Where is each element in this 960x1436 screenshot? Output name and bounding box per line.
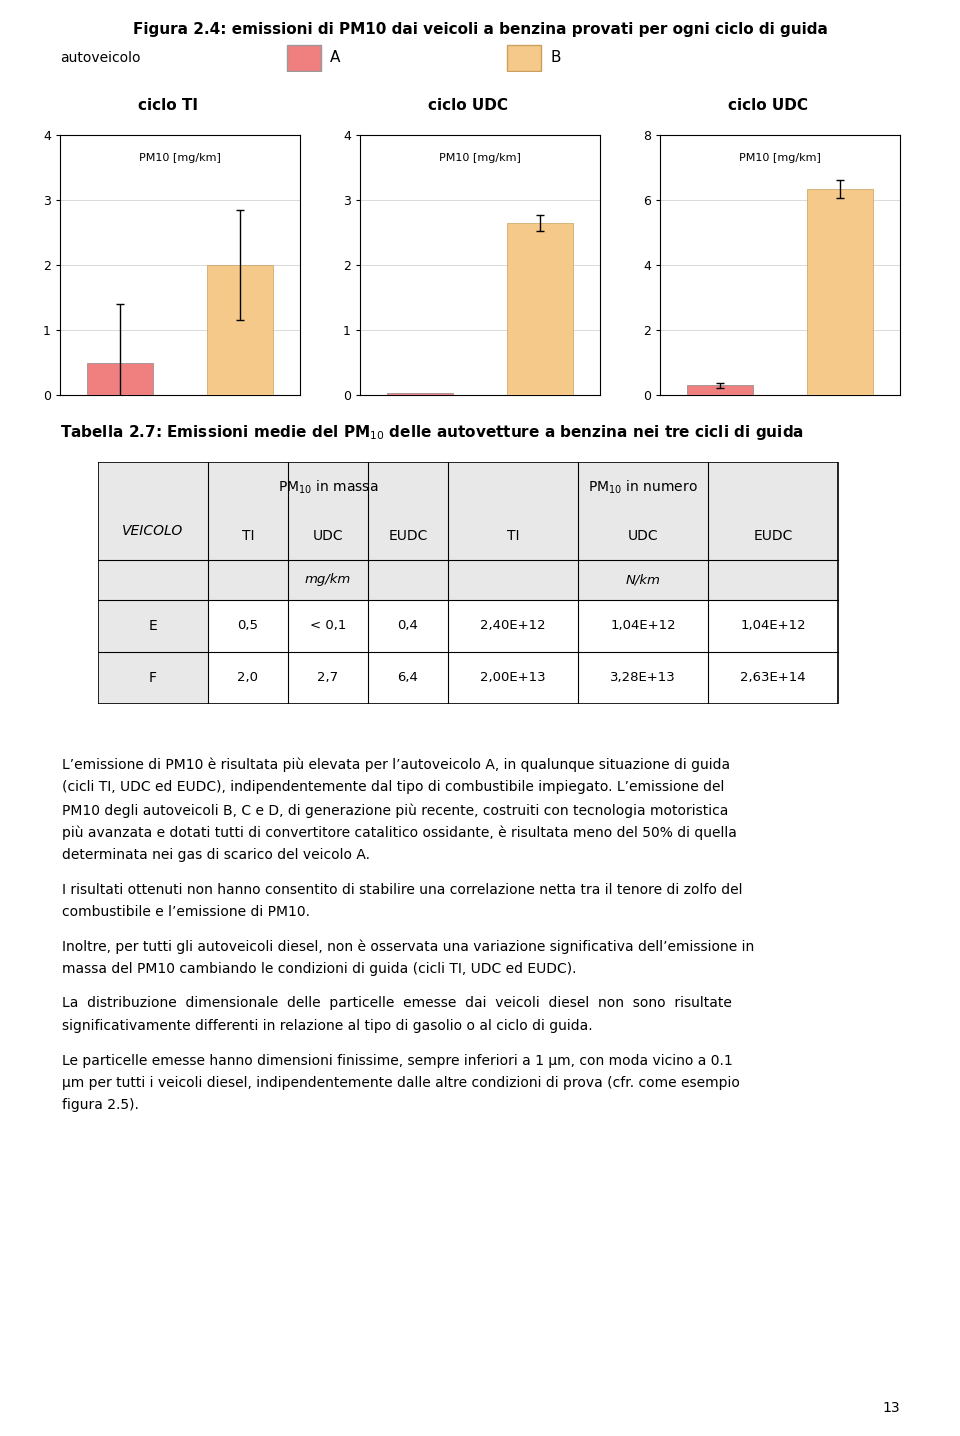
Text: PM10 [mg/km]: PM10 [mg/km] (739, 154, 821, 164)
Bar (687, 385, 753, 395)
Text: PM10 [mg/km]: PM10 [mg/km] (439, 154, 521, 164)
Text: più avanzata e dotati tutti di convertitore catalitico ossidante, è risultata me: più avanzata e dotati tutti di convertit… (62, 826, 737, 840)
Text: UDC: UDC (313, 528, 344, 543)
Bar (507, 223, 573, 395)
Text: PM10 [mg/km]: PM10 [mg/km] (139, 154, 221, 164)
Text: combustibile e l’emissione di PM10.: combustibile e l’emissione di PM10. (62, 905, 310, 919)
Bar (807, 188, 873, 395)
Text: TI: TI (242, 528, 254, 543)
Text: 2,63E+14: 2,63E+14 (740, 672, 805, 685)
Bar (98, 600, 208, 652)
Text: figura 2.5).: figura 2.5). (62, 1099, 139, 1113)
Text: PM$_{10}$ in numero: PM$_{10}$ in numero (588, 478, 698, 495)
Text: < 0,1: < 0,1 (310, 619, 347, 632)
Text: 13: 13 (882, 1402, 900, 1414)
Text: massa del PM10 cambiando le condizioni di guida (cicli TI, UDC ed EUDC).: massa del PM10 cambiando le condizioni d… (62, 962, 577, 976)
Text: 2,0: 2,0 (237, 672, 258, 685)
Text: significativamente differenti in relazione al tipo di gasolio o al ciclo di guid: significativamente differenti in relazio… (62, 1020, 592, 1032)
Text: ciclo UDC: ciclo UDC (428, 98, 508, 112)
Text: PM$_{10}$ in massa: PM$_{10}$ in massa (277, 478, 378, 495)
Text: ciclo TI: ciclo TI (138, 98, 198, 112)
Text: 2,7: 2,7 (318, 672, 339, 685)
Text: (cicli TI, UDC ed EUDC), indipendentemente dal tipo di combustibile impiegato. L: (cicli TI, UDC ed EUDC), indipendentemen… (62, 781, 725, 794)
Text: 1,04E+12: 1,04E+12 (740, 619, 805, 632)
Text: 1,04E+12: 1,04E+12 (611, 619, 676, 632)
Text: PM10 degli autoveicoli B, C e D, di generazione più recente, costruiti con tecno: PM10 degli autoveicoli B, C e D, di gene… (62, 803, 729, 817)
Bar (87, 362, 153, 395)
Text: 0,4: 0,4 (397, 619, 419, 632)
Bar (387, 393, 453, 395)
Text: L’emissione di PM10 è risultata più elevata per l’autoveicolo A, in qualunque si: L’emissione di PM10 è risultata più elev… (62, 758, 731, 773)
Text: Tabella 2.7: Emissioni medie del PM$_{10}$ delle autovetture a benzina nei tre c: Tabella 2.7: Emissioni medie del PM$_{10… (60, 422, 804, 441)
Text: μm per tutti i veicoli diesel, indipendentemente dalle altre condizioni di prova: μm per tutti i veicoli diesel, indipende… (62, 1076, 740, 1090)
Text: VEICOLO: VEICOLO (122, 524, 183, 538)
Bar (98, 462, 838, 600)
Text: Le particelle emesse hanno dimensioni finissime, sempre inferiori a 1 μm, con mo: Le particelle emesse hanno dimensioni fi… (62, 1054, 732, 1067)
Text: autoveicolo: autoveicolo (60, 52, 140, 65)
Text: EUDC: EUDC (388, 528, 428, 543)
Text: F: F (149, 671, 157, 685)
Text: N/km: N/km (626, 573, 660, 586)
Text: 0,5: 0,5 (237, 619, 258, 632)
Text: EUDC: EUDC (754, 528, 793, 543)
Text: TI: TI (507, 528, 519, 543)
Text: E: E (149, 619, 157, 633)
Bar (207, 266, 273, 395)
Text: determinata nei gas di scarico del veicolo A.: determinata nei gas di scarico del veico… (62, 849, 370, 862)
Text: A: A (330, 50, 341, 66)
Text: La  distribuzione  dimensionale  delle  particelle  emesse  dai  veicoli  diesel: La distribuzione dimensionale delle part… (62, 997, 732, 1011)
Text: 6,4: 6,4 (397, 672, 419, 685)
Text: 2,00E+13: 2,00E+13 (480, 672, 546, 685)
Text: Inoltre, per tutti gli autoveicoli diesel, non è osservata una variazione signif: Inoltre, per tutti gli autoveicoli diese… (62, 939, 755, 954)
Text: 2,40E+12: 2,40E+12 (480, 619, 546, 632)
Text: I risultati ottenuti non hanno consentito di stabilire una correlazione netta tr: I risultati ottenuti non hanno consentit… (62, 883, 742, 896)
Text: mg/km: mg/km (305, 573, 351, 586)
Text: ciclo UDC: ciclo UDC (728, 98, 808, 112)
Text: 3,28E+13: 3,28E+13 (611, 672, 676, 685)
Text: Figura 2.4: emissioni di PM10 dai veicoli a benzina provati per ogni ciclo di gu: Figura 2.4: emissioni di PM10 dai veicol… (132, 22, 828, 37)
Text: B: B (550, 50, 561, 66)
Text: UDC: UDC (628, 528, 659, 543)
Bar (98, 652, 208, 704)
